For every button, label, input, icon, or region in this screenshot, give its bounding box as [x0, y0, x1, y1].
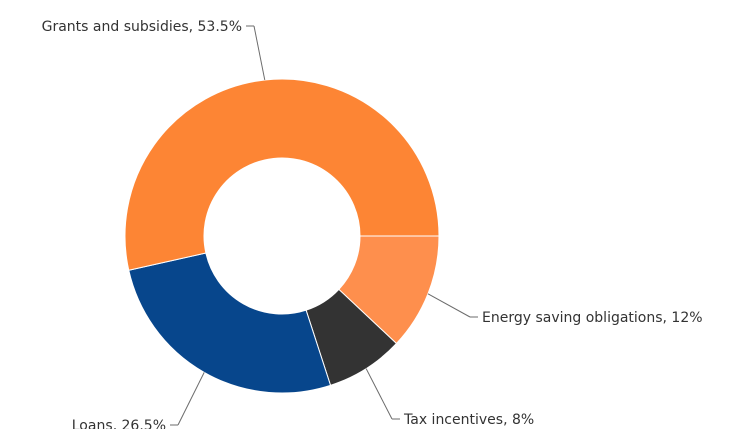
- leader-line-loans: [177, 372, 205, 426]
- label-grants-and-subsidies: Grants and subsidies, 53.5%: [42, 19, 242, 35]
- slice-grants-and-subsidies[interactable]: [124, 78, 440, 271]
- label-energy-saving-obligations: Energy saving obligations, 12%: [482, 310, 703, 326]
- chart-labels: Energy saving obligations, 12% Tax incent…: [42, 19, 703, 429]
- chart-leader-lines: [170, 25, 478, 426]
- label-loans: Loans, 26.5%: [72, 418, 166, 429]
- chart-slices: [124, 78, 440, 394]
- leader-line-energy-saving-obligations: [427, 293, 471, 318]
- leader-line-tax-incentives: [365, 368, 393, 420]
- leader-line-grants-and-subsidies: [253, 25, 266, 81]
- slice-loans[interactable]: [128, 252, 332, 394]
- label-tax-incentives: Tax incentives, 8%: [403, 412, 534, 428]
